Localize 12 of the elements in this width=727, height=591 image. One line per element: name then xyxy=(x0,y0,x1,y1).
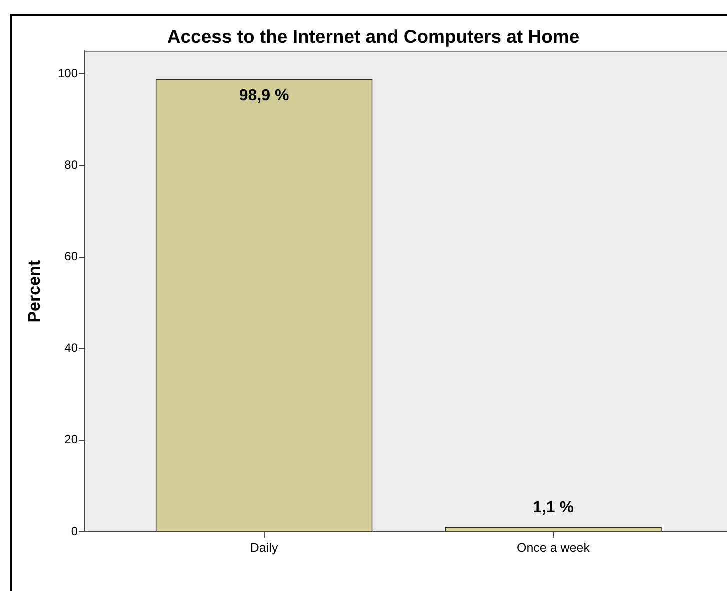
x-tick-label: Daily xyxy=(250,540,279,555)
y-tick-label: 0 xyxy=(71,524,78,538)
y-tick-label: 100 xyxy=(58,66,78,80)
y-tick-label: 40 xyxy=(64,341,78,356)
y-tick-label: 20 xyxy=(64,432,78,447)
y-axis-title: Percent xyxy=(24,260,44,323)
y-tick-label: 60 xyxy=(64,250,78,264)
data-label: 1,1 % xyxy=(533,499,574,516)
x-tick-label: Once a week xyxy=(517,540,591,555)
chart-title: Access to the Internet and Computers at Home xyxy=(167,26,580,48)
y-tick-label: 80 xyxy=(64,158,78,172)
data-label: 98,9 % xyxy=(239,88,290,105)
